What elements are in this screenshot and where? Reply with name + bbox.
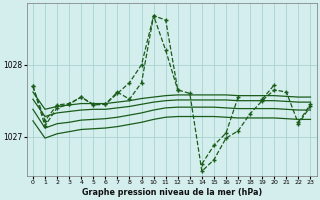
X-axis label: Graphe pression niveau de la mer (hPa): Graphe pression niveau de la mer (hPa) — [82, 188, 262, 197]
